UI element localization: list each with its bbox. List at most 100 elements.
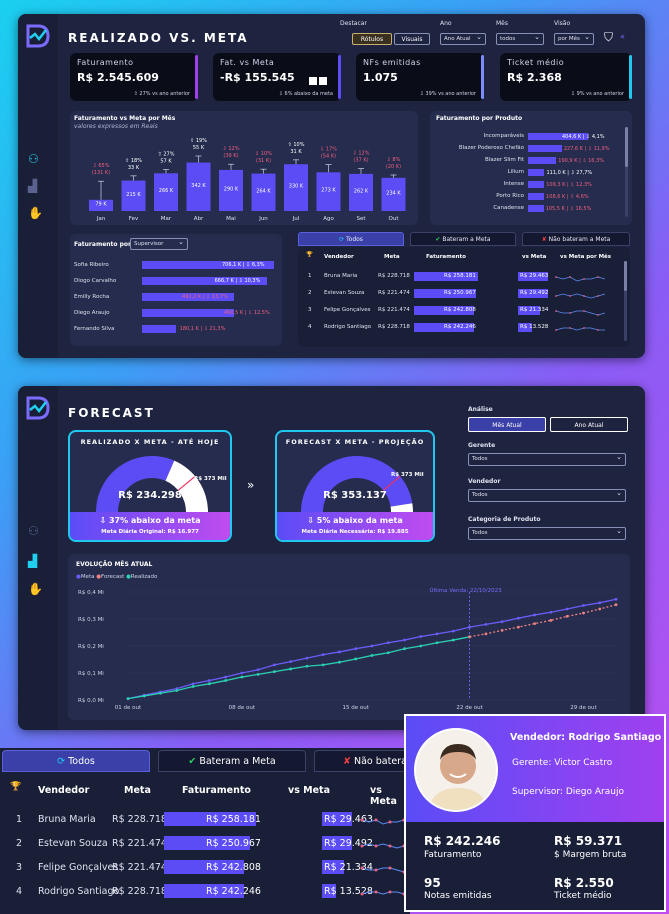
hand-money-icon[interactable]: ✋ <box>28 206 43 220</box>
col-header[interactable]: Meta <box>384 254 400 260</box>
sparkline <box>555 327 605 331</box>
col-header[interactable]: vs Meta <box>370 785 397 807</box>
diff-label: 33 K <box>128 165 140 171</box>
row-faturamento: R$ 242.246 <box>444 324 476 330</box>
vs-bar <box>322 884 336 898</box>
produto-card: Faturamento por Produto Incomparáveis 404… <box>430 111 632 225</box>
table-row[interactable]: 4 Rodrigo Santiago R$ 228.718 R$ 242.246 R$ … <box>298 320 630 336</box>
evolucao-card: EVOLUÇÃO MÊS ATUAL ●Meta ●Forecast ●Real… <box>68 554 630 720</box>
row-meta: R$ 221.474 <box>112 838 167 849</box>
metric-value: R$ 242.246 <box>424 834 501 848</box>
tab-bateram[interactable]: ✔ Bateram a Meta <box>410 232 516 246</box>
kpi-title: NFs emitidas <box>363 58 421 67</box>
row-vendedor: Rodrigo Santiago <box>324 324 372 330</box>
bar-chart-icon[interactable]: ▟ <box>28 554 38 568</box>
gauge-card-forecast: FORECAST X META - PROJEÇÃO R$ 353.137 R$… <box>275 430 435 542</box>
table-row[interactable]: 1 Bruna Maria R$ 228.718 R$ 258.181 R$ 29.46… <box>298 269 630 285</box>
sparkline-dot <box>555 310 557 312</box>
produto-bar <box>528 133 588 140</box>
supervisor-select[interactable]: Supervisor <box>130 238 188 250</box>
produto-name: Canadense <box>493 205 524 211</box>
table-row[interactable]: 4 Rodrigo Santiago R$ 228.718 R$ 242.246 R$ … <box>0 880 410 904</box>
series-point-meta <box>565 607 569 611</box>
month-tick-label: Mar <box>161 216 172 222</box>
series-point-realizado <box>354 657 358 661</box>
metric-label: $ Margem bruta <box>554 850 627 860</box>
bar-value-label: 79 K <box>95 201 107 207</box>
tab-bateram-big[interactable]: ✔ Bateram a Meta <box>158 750 306 772</box>
table-row[interactable]: 3 Felipe Gonçalves R$ 221.474 R$ 242.808 R$ … <box>298 303 630 319</box>
chart-legend: ●Meta ●Forecast ●Realizado <box>76 574 157 580</box>
month-tick-label: Jul <box>292 216 300 222</box>
series-point-meta <box>419 635 423 638</box>
supervisor-name: Diego Araujo <box>74 310 110 316</box>
kpi-mini-icon <box>319 77 327 85</box>
row-vsmeta: R$ 29.492 <box>324 838 373 849</box>
refresh-icon: ⟳ <box>57 756 69 767</box>
row-faturamento: R$ 242.808 <box>444 307 476 313</box>
series-point-meta <box>256 668 260 672</box>
table-row[interactable]: 2 Estevan Souza R$ 221.474 R$ 250.967 R$ 29.… <box>0 832 410 856</box>
col-header[interactable]: vs Meta por Mês <box>560 254 612 260</box>
tab-nao-bateram[interactable]: ✘ Não bateram a Meta <box>522 232 630 246</box>
categoria-select[interactable]: Todos <box>468 527 626 540</box>
people-chart-icon[interactable]: ⚇ <box>28 524 39 538</box>
legend-realizado-icon: ● <box>126 574 131 580</box>
people-chart-icon[interactable]: ⚇ <box>28 152 39 166</box>
fat-bar <box>164 884 244 898</box>
tab-nao-big[interactable]: ✘ Não bateram <box>314 750 410 772</box>
kpi-title: Ticket médio <box>507 58 565 67</box>
row-number: 1 <box>308 273 312 279</box>
mes-atual-button[interactable]: Mês Atual <box>468 417 546 432</box>
col-header[interactable]: Faturamento <box>426 254 466 260</box>
table-row[interactable]: 2 Estevan Souza R$ 221.474 R$ 250.967 R$ 29.… <box>298 286 630 302</box>
col-header[interactable]: Vendedor <box>38 785 90 796</box>
bar-chart-icon[interactable]: ▟ <box>28 179 38 193</box>
series-point-forecast <box>565 614 569 618</box>
visao-select[interactable]: por Mês <box>554 33 594 45</box>
col-header[interactable]: Vendedor <box>324 254 354 260</box>
sparkline <box>555 310 606 316</box>
col-header[interactable]: vs Meta <box>288 785 331 796</box>
scrollbar[interactable] <box>625 127 628 217</box>
series-point-forecast <box>484 632 488 636</box>
tab-todos[interactable]: ⟳ Todos <box>298 232 404 246</box>
gerente-select[interactable]: Todos <box>468 453 626 466</box>
series-point-meta <box>435 632 439 636</box>
kpi-faturamento: Faturamento R$ 2.545.609 ⇧ 27% vs ano an… <box>70 53 198 101</box>
y-tick-label: R$ 0,0 Mi <box>78 698 104 704</box>
kpi-fat-vs-meta: Fat. vs Meta -R$ 155.545 ⇩ 6% abaixo da … <box>213 53 341 101</box>
supervisor-value: 706,1 K | ⇩ 6,3% <box>222 262 265 268</box>
col-header[interactable]: Faturamento <box>182 785 251 796</box>
mes-select[interactable]: todos <box>496 33 544 45</box>
row-meta: R$ 221.474 <box>378 290 410 296</box>
series-point-forecast <box>468 635 471 639</box>
hand-money-icon[interactable]: ✋ <box>28 582 43 596</box>
ano-atual-button[interactable]: Ano Atual <box>550 417 628 432</box>
table-row[interactable]: 1 Bruna Maria R$ 228.718 R$ 258.181 R$ 29.46… <box>0 808 410 832</box>
ano-select[interactable]: Ano Atual <box>440 33 486 45</box>
vendedor-select[interactable]: Todos <box>468 489 626 502</box>
scrollbar[interactable] <box>624 261 627 341</box>
col-header[interactable]: vs Meta <box>522 254 547 260</box>
produto-name: Intense <box>503 181 524 187</box>
kpi-sub: ⇩ 9% vs ano anterior <box>570 91 624 97</box>
filter-icon[interactable]: ⛉ <box>604 30 614 44</box>
month-bar <box>349 173 373 211</box>
series-point-realizado <box>451 638 455 642</box>
col-header[interactable]: Meta <box>124 785 151 796</box>
series-point-realizado <box>256 672 260 676</box>
x-tick-label: 22 de out <box>456 705 483 711</box>
sparkline-line <box>555 310 606 316</box>
rotulos-button[interactable]: Rótulos <box>352 33 392 45</box>
sparkline <box>555 276 606 282</box>
table-row[interactable]: 3 Felipe Gonçalves R$ 221.474 R$ 242.808 R$ … <box>0 856 410 880</box>
visuais-button[interactable]: Visuais <box>394 33 430 45</box>
series-point-forecast <box>614 603 618 607</box>
diff-label: (131 K) <box>92 170 110 176</box>
tab-todos-big[interactable]: ⟳ Todos <box>2 750 150 772</box>
sparkline-dot <box>388 866 392 870</box>
back-icon[interactable]: « <box>620 32 625 41</box>
gauge-target-marker <box>382 475 401 491</box>
vs-bar <box>518 323 532 332</box>
